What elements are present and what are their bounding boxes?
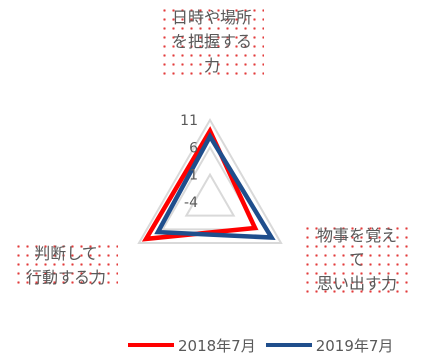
tick-label-0: -4	[184, 195, 198, 211]
legend-swatch-2018	[128, 343, 174, 347]
legend-label-2019: 2019年7月	[315, 336, 394, 355]
legend-item-2019: 2019年7月	[265, 335, 394, 356]
legend-swatch-2019	[265, 343, 312, 347]
radar-tick-labels: -4 1 6 11	[180, 113, 198, 211]
series-line-1	[154, 131, 276, 240]
legend-label-2018: 2018年7月	[178, 336, 256, 355]
tick-label-1: 1	[189, 168, 198, 184]
tick-label-2: 6	[189, 140, 198, 156]
grid-ring-2	[160, 145, 260, 231]
radar-grid	[137, 117, 283, 244]
legend-item-2018: 2018年7月	[128, 335, 256, 356]
tick-label-3: 11	[180, 113, 198, 129]
axis-label-bottom-left: 判断して 行動する力	[14, 242, 118, 290]
grid-ring-1	[184, 172, 236, 217]
grid-ring-3	[137, 117, 283, 244]
axis-label-top: 日時や場所 を把握する 力	[160, 6, 264, 78]
radar-series	[141, 126, 276, 242]
axis-label-bottom-right: 物事を覚え て 思い出す力	[303, 224, 411, 296]
legend: 2018年7月 2019年7月	[128, 334, 403, 356]
